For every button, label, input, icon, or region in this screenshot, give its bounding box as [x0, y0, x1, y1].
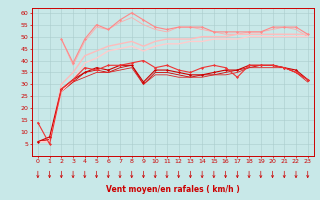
- Text: Vent moyen/en rafales ( km/h ): Vent moyen/en rafales ( km/h ): [106, 186, 240, 194]
